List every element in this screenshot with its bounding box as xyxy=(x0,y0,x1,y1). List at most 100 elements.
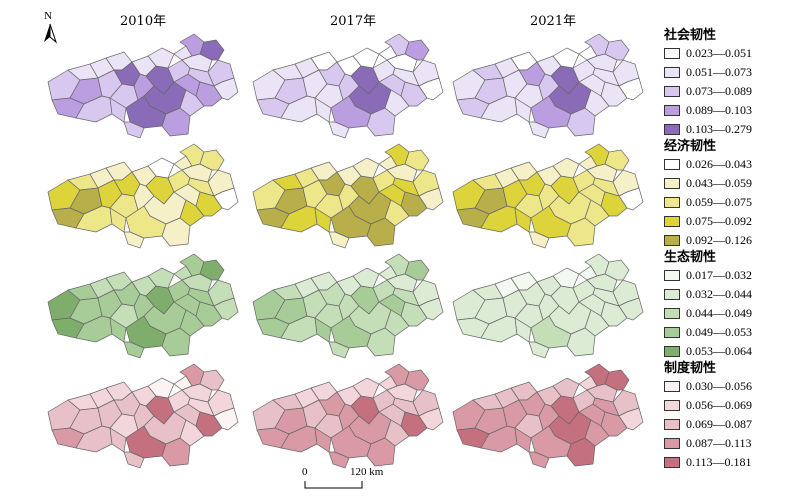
legend-title: 生态韧性 xyxy=(664,250,717,265)
region-29 xyxy=(366,327,396,357)
legend-range-label: 0.113—0.181 xyxy=(686,455,752,469)
region-30 xyxy=(123,121,145,139)
legend-range-label: 0.059—0.075 xyxy=(686,195,752,209)
region-29 xyxy=(366,217,396,247)
region-21 xyxy=(584,419,610,447)
choropleth-map-row4-col3 xyxy=(452,363,644,469)
region-30 xyxy=(328,231,350,249)
region-29 xyxy=(566,217,596,247)
region-29 xyxy=(161,217,191,247)
north-label: N xyxy=(44,10,52,22)
choropleth-map-row2-col2 xyxy=(252,143,444,249)
legend-range-label: 0.092—0.126 xyxy=(686,233,752,247)
legend-range-label: 0.069—0.087 xyxy=(686,417,752,431)
legend-swatch xyxy=(664,105,680,116)
region-21 xyxy=(584,89,610,117)
region-15 xyxy=(352,157,380,179)
region-15 xyxy=(552,47,580,69)
legend-entry: 0.059—0.075 xyxy=(664,193,794,212)
legend-swatch xyxy=(664,235,680,246)
region-28 xyxy=(418,297,444,321)
region-30 xyxy=(528,121,550,139)
legend-range-label: 0.051—0.073 xyxy=(686,65,752,79)
region-29 xyxy=(161,437,191,467)
legend-entry: 0.113—0.181 xyxy=(664,453,794,472)
region-21 xyxy=(179,419,205,447)
region-28 xyxy=(418,77,444,101)
legend-entry: 0.032—0.044 xyxy=(664,285,794,304)
legend-swatch xyxy=(664,48,680,59)
region-30 xyxy=(328,341,350,359)
legend-entry: 0.043—0.059 xyxy=(664,174,794,193)
legend-swatch xyxy=(664,457,680,468)
region-21 xyxy=(584,199,610,227)
region-30 xyxy=(528,231,550,249)
legend-block-4: 制度韧性 0.030—0.056 0.056—0.069 0.069—0.087 0.0… xyxy=(664,357,794,472)
choropleth-map-row3-col2 xyxy=(252,253,444,359)
legend-entry: 0.089—0.103 xyxy=(664,101,794,120)
region-30 xyxy=(123,231,145,249)
legend-entry: 0.087—0.113 xyxy=(664,434,794,453)
legend-swatch xyxy=(664,346,680,357)
legend-swatch xyxy=(664,197,680,208)
region-21 xyxy=(384,89,410,117)
region-21 xyxy=(179,199,205,227)
legend-swatch xyxy=(664,67,680,78)
legend-range-label: 0.017—0.032 xyxy=(686,268,752,282)
legend-range-label: 0.075—0.092 xyxy=(686,214,752,228)
region-24 xyxy=(404,149,430,171)
region-15 xyxy=(552,377,580,399)
region-21 xyxy=(179,89,205,117)
region-24 xyxy=(604,369,630,391)
legend-range-label: 0.026—0.043 xyxy=(686,157,752,171)
region-30 xyxy=(328,451,350,469)
legend-entry: 0.092—0.126 xyxy=(664,231,794,250)
legend-block-3: 生态韧性 0.017—0.032 0.032—0.044 0.044—0.049 0.0… xyxy=(664,246,794,361)
region-15 xyxy=(147,47,175,69)
choropleth-map-row2-col1 xyxy=(47,143,239,249)
legend-swatch xyxy=(664,327,680,338)
legend-entry: 0.051—0.073 xyxy=(664,63,794,82)
choropleth-map-row1-col2 xyxy=(252,33,444,139)
region-30 xyxy=(123,341,145,359)
region-29 xyxy=(161,107,191,137)
region-15 xyxy=(552,267,580,289)
legend-range-label: 0.073—0.089 xyxy=(686,84,752,98)
choropleth-map-row3-col1 xyxy=(47,253,239,359)
region-24 xyxy=(604,149,630,171)
region-29 xyxy=(566,327,596,357)
legend-entry: 0.075—0.092 xyxy=(664,212,794,231)
legend-range-label: 0.043—0.059 xyxy=(686,176,752,190)
legend-title: 制度韧性 xyxy=(664,361,717,376)
region-21 xyxy=(384,199,410,227)
region-21 xyxy=(384,419,410,447)
region-30 xyxy=(123,451,145,469)
legend-entry: 0.049—0.053 xyxy=(664,323,794,342)
legend-range-label: 0.044—0.049 xyxy=(686,306,752,320)
legend-block-2: 经济韧性 0.026—0.043 0.043—0.059 0.059—0.075 0.0… xyxy=(664,135,794,250)
scale-bar: 0 120 km xyxy=(300,466,390,496)
legend-swatch xyxy=(664,270,680,281)
region-15 xyxy=(147,157,175,179)
choropleth-map-row1-col3 xyxy=(452,33,644,139)
legend-swatch xyxy=(664,438,680,449)
region-15 xyxy=(352,47,380,69)
north-arrow-icon: N xyxy=(40,10,62,44)
region-30 xyxy=(528,341,550,359)
year-label-2017: 2017年 xyxy=(330,14,377,29)
legend-swatch xyxy=(664,308,680,319)
region-15 xyxy=(552,157,580,179)
legend-swatch xyxy=(664,289,680,300)
scale-zero-label: 0 xyxy=(302,466,308,478)
region-24 xyxy=(199,259,225,281)
legend-block-1: 社会韧性 0.023—0.051 0.051—0.073 0.073—0.089 0.0… xyxy=(664,24,794,139)
region-28 xyxy=(213,407,239,431)
legend-range-label: 0.023—0.051 xyxy=(686,46,752,60)
legend-entry: 0.017—0.032 xyxy=(664,266,794,285)
region-15 xyxy=(352,377,380,399)
legend-range-label: 0.089—0.103 xyxy=(686,103,752,117)
region-28 xyxy=(213,77,239,101)
region-29 xyxy=(366,107,396,137)
scale-distance-label: 120 km xyxy=(350,466,384,478)
legend-swatch xyxy=(664,400,680,411)
